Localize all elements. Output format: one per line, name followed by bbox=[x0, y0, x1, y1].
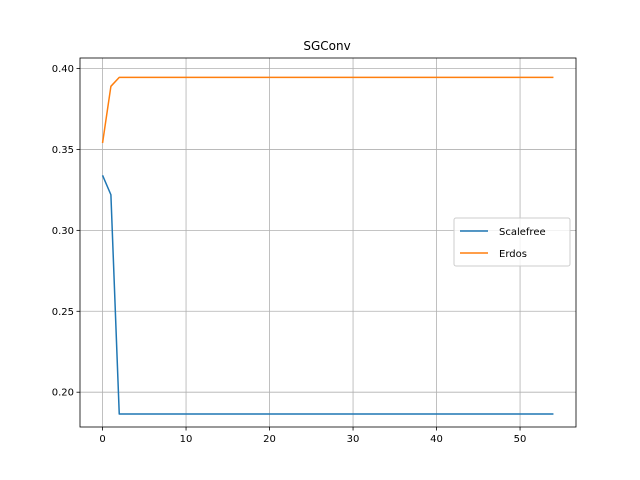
x-tick-label: 10 bbox=[180, 434, 193, 445]
y-tick-label: 0.40 bbox=[52, 64, 74, 75]
grid-lines bbox=[80, 58, 576, 427]
legend-box bbox=[453, 217, 571, 267]
x-tick-label: 20 bbox=[263, 434, 276, 445]
legend-label-erdos: Erdos bbox=[499, 249, 527, 260]
x-tick-label: 40 bbox=[430, 434, 443, 445]
axis-ticks: 0 10 20 30 40 50 0.20 0.25 0.30 0.35 0.40 bbox=[52, 64, 527, 445]
chart-title: SGConv bbox=[303, 39, 350, 53]
series-lines bbox=[101, 76, 554, 415]
y-tick-label: 0.25 bbox=[52, 307, 74, 318]
x-tick-label: 0 bbox=[99, 434, 105, 445]
x-tick-label: 30 bbox=[347, 434, 360, 445]
series-line-scalefree bbox=[101, 175, 554, 415]
x-tick-label: 50 bbox=[514, 434, 527, 445]
y-tick-label: 0.20 bbox=[52, 388, 74, 399]
plot-frame bbox=[79, 57, 577, 428]
legend: Scalefree Erdos bbox=[453, 217, 571, 267]
y-tick-label: 0.30 bbox=[52, 226, 74, 237]
y-tick-label: 0.35 bbox=[52, 145, 74, 156]
series-line-erdos bbox=[101, 76, 554, 144]
legend-label-scalefree: Scalefree bbox=[499, 227, 546, 238]
